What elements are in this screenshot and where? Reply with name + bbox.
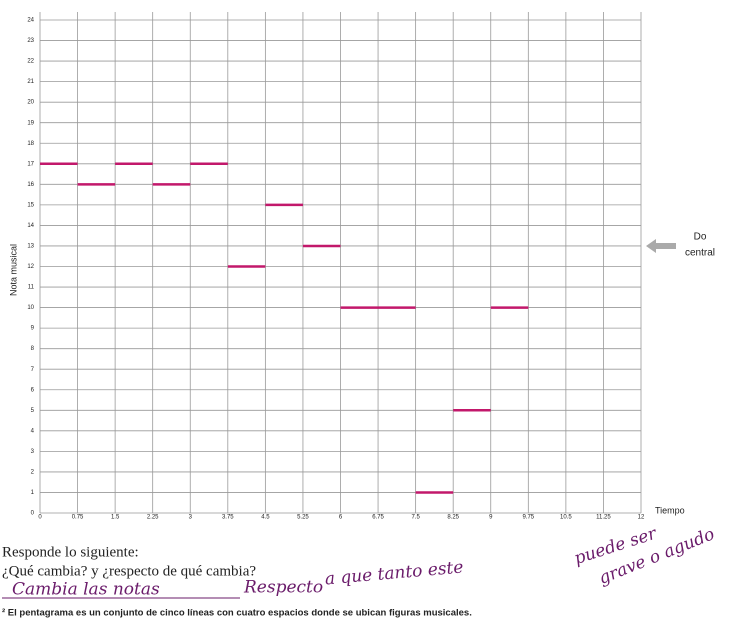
y-tick-label: 11 (28, 285, 35, 291)
x-tick-label: 1.5 (111, 515, 120, 521)
handwriting: a que tanto este (324, 557, 464, 589)
x-tick-label: 9.75 (522, 515, 534, 521)
y-tick-label: 0 (31, 511, 35, 517)
y-tick-label: 21 (27, 79, 34, 85)
y-axis-title: Nota musical (8, 244, 18, 296)
x-tick-label: 11.25 (596, 515, 611, 521)
y-tick-label: 18 (27, 141, 34, 147)
y-tick-label: 1 (31, 490, 35, 496)
y-tick-label: 14 (27, 223, 34, 229)
footnote: ² El pentagrama es un conjunto de cinco … (2, 608, 472, 619)
x-tick-label: 9 (489, 515, 493, 521)
y-tick-label: 12 (27, 264, 34, 270)
y-tick-label: 22 (27, 59, 34, 65)
y-tick-label: 4 (31, 428, 35, 434)
question: ¿Qué cambia? y ¿respecto de qué cambia? (2, 563, 256, 579)
y-tick-label: 20 (27, 100, 34, 106)
y-tick-label: 9 (31, 326, 35, 332)
x-tick-label: 7.5 (411, 515, 420, 521)
handwriting: Cambia las notas (12, 580, 160, 600)
y-tick-label: 19 (27, 120, 34, 126)
y-tick-label: 24 (27, 18, 34, 24)
annotation: Do (694, 232, 707, 243)
x-tick-label: 12 (638, 515, 645, 521)
arrow (646, 238, 676, 253)
y-tick-label: 10 (27, 305, 34, 311)
x-tick-label: 3.75 (222, 515, 234, 521)
handwriting: Respecto (243, 578, 323, 598)
x-tick-label: 6.75 (372, 515, 384, 521)
x-tick-label: 6 (339, 515, 343, 521)
y-tick-label: 13 (27, 244, 34, 250)
x-tick-label: 5.25 (297, 515, 309, 521)
y-tick-label: 3 (31, 449, 35, 455)
y-tick-label: 6 (31, 387, 35, 393)
x-tick-label: 10.5 (560, 515, 572, 521)
y-tick-label: 15 (27, 202, 34, 208)
y-tick-label: 16 (27, 182, 34, 188)
y-tick-label: 17 (27, 161, 34, 167)
x-tick-label: 0.75 (72, 515, 84, 521)
x-axis-title: Tiempo (655, 505, 685, 515)
x-tick-label: 4.5 (261, 515, 270, 521)
x-tick-label: 3 (189, 515, 193, 521)
y-tick-label: 7 (31, 367, 35, 373)
y-tick-label: 23 (27, 38, 34, 44)
x-tick-label: 8.25 (447, 515, 459, 521)
x-tick-label: 0 (38, 515, 42, 521)
x-tick-label: 2.25 (147, 515, 159, 521)
y-tick-label: 5 (31, 408, 35, 414)
annotation: central (685, 248, 715, 259)
y-tick-label: 8 (31, 346, 35, 352)
instruction: Responde lo siguiente: (2, 544, 139, 560)
y-tick-label: 2 (31, 469, 35, 475)
